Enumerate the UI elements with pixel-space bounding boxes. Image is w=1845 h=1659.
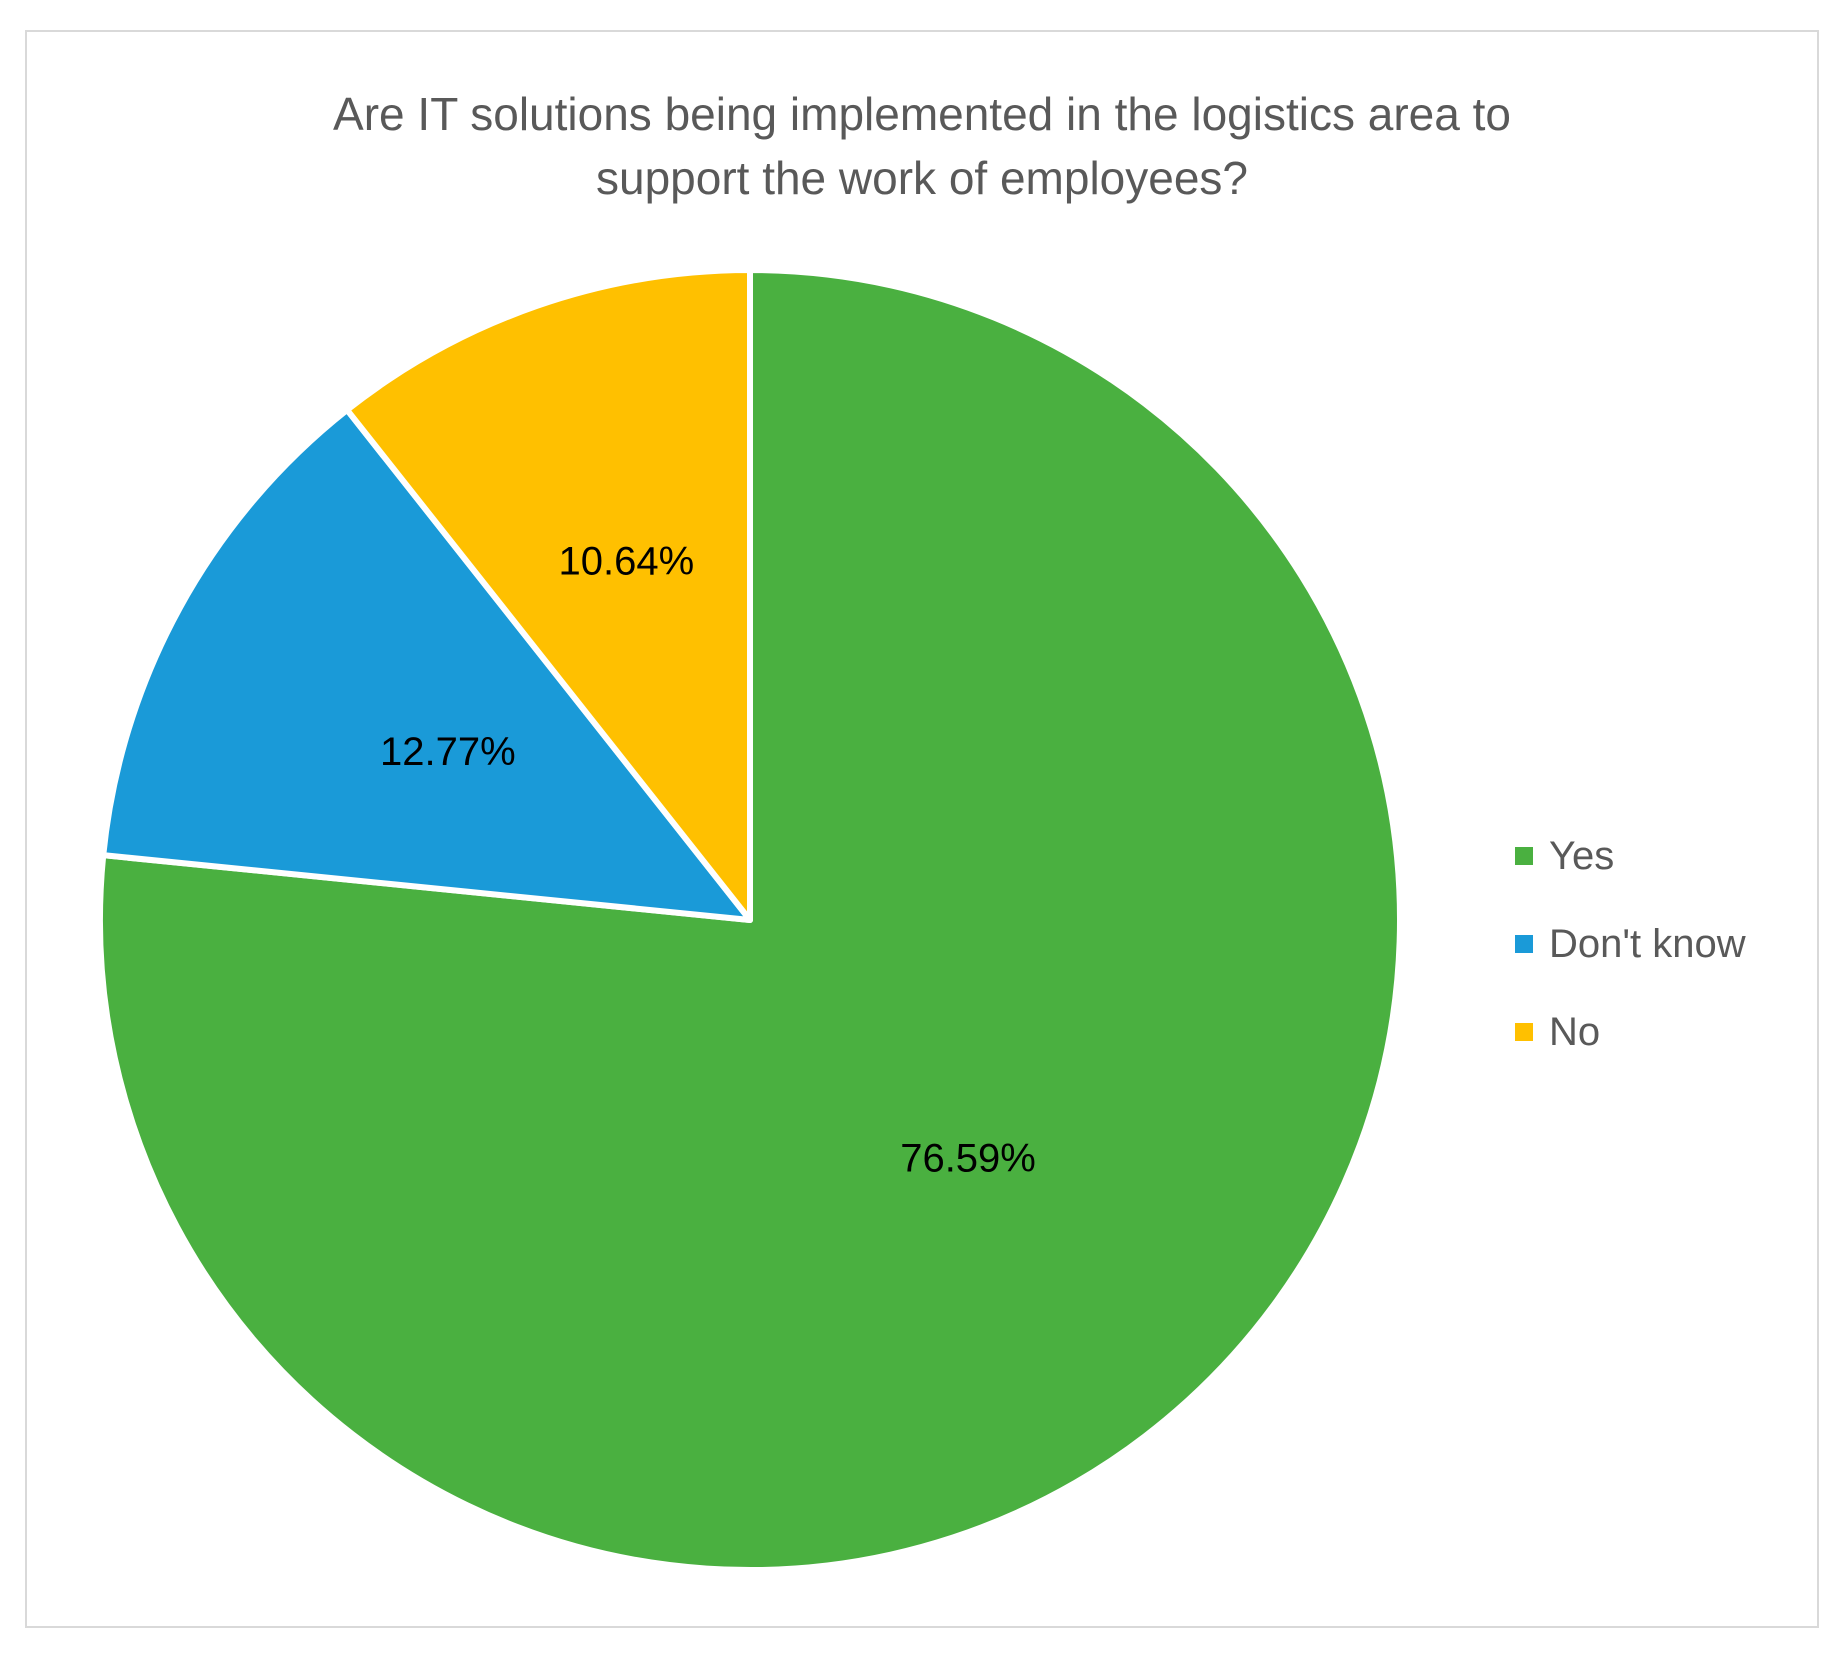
legend-item-don-t-know: Don't know [1515, 900, 1746, 988]
chart-legend: Yes Don't know No [1515, 812, 1746, 1076]
legend-swatch [1515, 1023, 1533, 1041]
chart-title: Are IT solutions being implemented in th… [333, 88, 1511, 204]
legend-swatch [1515, 847, 1533, 865]
pie-slice-don-t-know [100, 406, 753, 923]
data-label-no: 10.64% [558, 539, 694, 583]
pie-slice-no [344, 267, 753, 923]
pie-slice-yes [97, 267, 1403, 1573]
legend-swatch [1515, 935, 1533, 953]
legend-item-yes: Yes [1515, 812, 1746, 900]
legend-label: Don't know [1549, 921, 1746, 966]
legend-label: Yes [1549, 833, 1615, 878]
legend-item-no: No [1515, 988, 1746, 1076]
legend-label: No [1549, 1009, 1601, 1054]
data-label-yes: 76.59% [900, 1137, 1036, 1181]
data-label-don-t-know: 12.77% [380, 730, 516, 774]
